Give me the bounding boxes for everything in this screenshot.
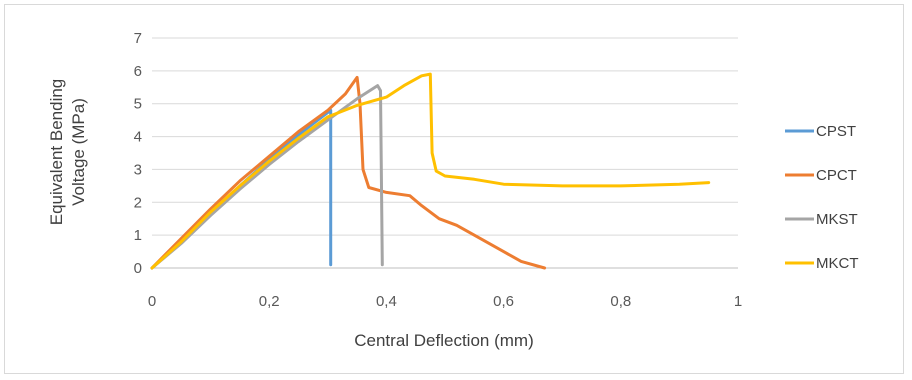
legend: CPST CPCT MKST MKCT [785,123,859,272]
series-line-cpct [150,75,547,270]
x-axis-ticks: 0 0,2 0,4 0,6 0,8 1 [148,293,742,310]
y-axis-title-line-2: Voltage (MPa) [69,98,88,206]
y-tick-label: 4 [134,129,142,146]
chart-frame [4,4,904,374]
x-tick-label: 1 [734,293,742,310]
y-tick-label: 1 [134,227,142,244]
series-line-mkct [150,72,711,270]
y-tick-label: 6 [134,63,142,80]
y-tick-label: 3 [134,161,142,178]
y-tick-label: 2 [134,194,142,211]
gridlines [152,37,738,269]
y-tick-label: 0 [134,260,142,277]
legend-label: CPCT [816,167,857,184]
series-line-mkst [150,84,384,270]
x-tick-label: 0,8 [610,293,631,310]
y-tick-label: 5 [134,96,142,113]
legend-label: MKST [816,211,858,228]
x-tick-label: 0,2 [259,293,280,310]
x-tick-label: 0,4 [376,293,397,310]
x-tick-label: 0 [148,293,156,310]
y-axis-title-line-1: Equivalent Bending [47,79,66,226]
y-axis-title: Equivalent Bending Voltage (MPa) [47,79,88,226]
series-lines [150,72,711,270]
legend-label: MKCT [816,255,859,272]
x-tick-label: 0,6 [493,293,514,310]
x-axis-title: Central Deflection (mm) [354,331,534,350]
y-tick-label: 7 [134,30,142,47]
y-axis-ticks: 0 1 2 3 4 5 6 7 [134,30,142,277]
legend-label: CPST [816,123,856,140]
